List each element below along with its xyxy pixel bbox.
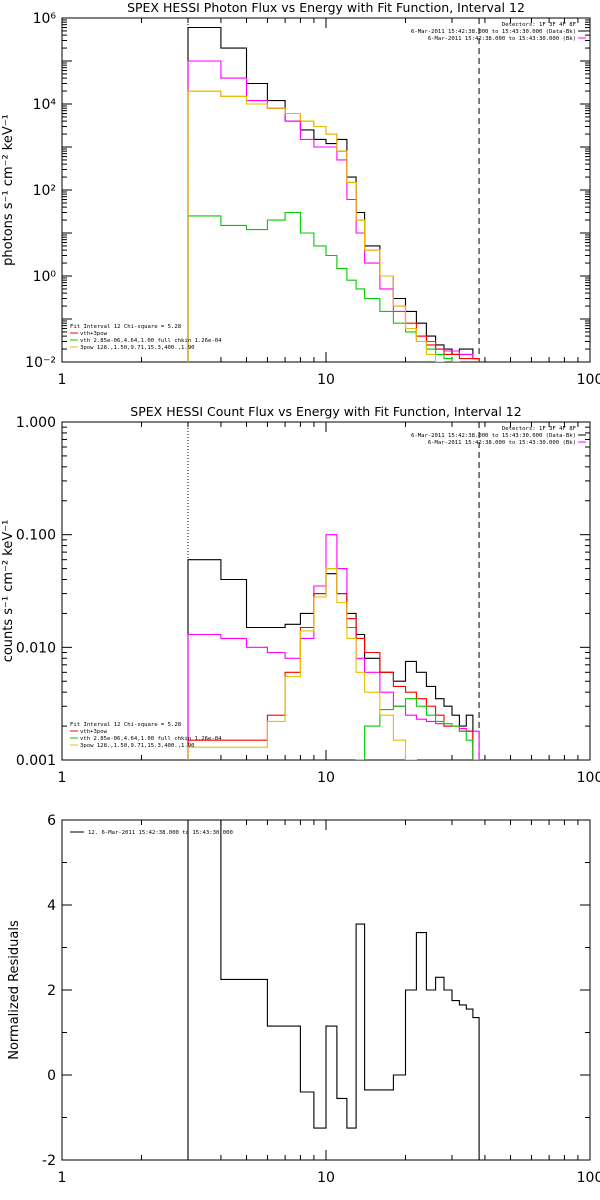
- x-tick-label: 10: [317, 770, 335, 786]
- legend-item: 3pow 128.,1.50,9.71,15.3,400.,1.90: [80, 743, 195, 749]
- legend-item: vth 2.85e-06,4.64,1.00 full chkin 1.26e-…: [80, 736, 222, 742]
- series-group: [187, 820, 480, 1160]
- series-fit-total: [187, 568, 480, 760]
- x-tick-label: 10: [317, 372, 335, 388]
- legend-item: vth+3pow: [80, 729, 108, 735]
- series-power-law: [187, 90, 445, 362]
- legend-header: Fit Interval 12 Chi-square = 5.28: [70, 722, 182, 728]
- y-tick-label: 1.000: [16, 415, 56, 431]
- y-tick-label: 10²: [33, 183, 56, 199]
- series-group: [187, 26, 480, 362]
- y-tick-label: 10⁶: [33, 11, 57, 27]
- x-tick-label: 1: [58, 372, 67, 388]
- info-line: Detectors: 1F 3F 4F 8F: [502, 22, 577, 28]
- y-tick-label: 0.001: [16, 753, 56, 769]
- y-tick-label: 10⁴: [33, 97, 57, 113]
- y-axis-label: photons s⁻¹ cm⁻² keV⁻¹: [1, 114, 16, 266]
- panel-2: SPEX HESSI Count Flux vs Energy with Fit…: [1, 404, 600, 786]
- plot-frame: [61, 17, 591, 363]
- series-residuals: [187, 820, 480, 1160]
- y-axis-label: Normalized Residuals: [7, 920, 22, 1060]
- series-group: [187, 534, 480, 760]
- y-tick-label: 10⁻²: [25, 355, 56, 371]
- info-line: 6-Mar-2011 15:42:38.000 to 15:43:30.000 …: [411, 29, 576, 35]
- series-background: [187, 534, 480, 760]
- series-fit-total: [187, 90, 480, 362]
- x-tick-label: 100: [577, 372, 600, 388]
- info-line: 6-Mar-2011 15:42:38.000 to 15:43:30.000 …: [428, 36, 576, 42]
- y-tick-label: 6: [47, 813, 56, 829]
- series-thermal: [187, 211, 460, 362]
- legend-item: 3pow 128.,1.50,9.71,15.3,400.,1.90: [80, 345, 195, 351]
- series-background: [187, 60, 480, 362]
- y-tick-label: -2: [42, 1153, 56, 1169]
- series-data: [187, 559, 480, 760]
- chart-title: SPEX HESSI Count Flux vs Energy with Fit…: [130, 404, 521, 419]
- y-tick-label: 0.010: [16, 640, 56, 656]
- legend-item: vth+3pow: [80, 331, 108, 337]
- info-line: 6-Mar-2011 15:42:38.000 to 15:43:30.000 …: [428, 440, 576, 446]
- x-tick-label: 100: [577, 1170, 600, 1186]
- panel-1: SPEX HESSI Photon Flux vs Energy with Fi…: [1, 0, 600, 388]
- legend-header: Fit Interval 12 Chi-square = 5.28: [70, 324, 182, 330]
- legend-item: 12. 6-Mar-2011 15:42:38.000 to 15:43:30.…: [88, 830, 233, 836]
- series-thermal: [355, 698, 480, 760]
- x-tick-label: 1: [58, 1170, 67, 1186]
- legend-item: vth 2.85e-06,4.64,1.00 full chkin 1.26e-…: [80, 338, 222, 344]
- y-tick-label: 2: [47, 983, 56, 999]
- chart-title: SPEX HESSI Photon Flux vs Energy with Fi…: [127, 0, 525, 15]
- y-tick-label: 0: [47, 1068, 56, 1084]
- x-tick-label: 100: [577, 770, 600, 786]
- panel-3: 1 10 100 -2 0 2 4 6 Normalized Residuals 12. 6-Ma…: [7, 813, 600, 1186]
- info-line: Detectors: 1F 3F 4F 8F: [502, 426, 577, 432]
- y-tick-label: 10⁰: [33, 269, 57, 285]
- y-tick-label: 4: [47, 898, 56, 914]
- y-tick-label: 0.100: [16, 528, 56, 544]
- series-power-law: [187, 568, 417, 760]
- info-line: 6-Mar-2011 15:42:38.000 to 15:43:30.000 …: [411, 433, 576, 439]
- y-axis-label: counts s⁻¹ cm⁻² keV⁻¹: [1, 520, 16, 663]
- x-tick-label: 10: [317, 1170, 335, 1186]
- x-tick-label: 1: [58, 770, 67, 786]
